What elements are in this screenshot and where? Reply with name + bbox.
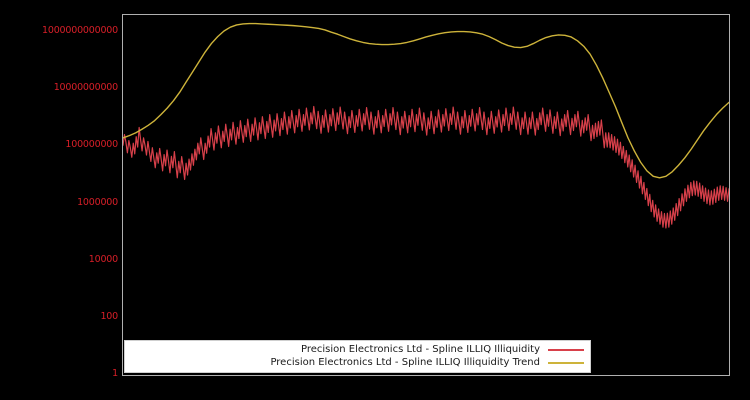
legend-label-illiquidity: Precision Electronics Ltd - Spline ILLIQ…: [300, 344, 540, 355]
legend-entry-illiquidity-trend: Precision Electronics Ltd - Spline ILLIQ…: [131, 356, 584, 369]
y-tick-label: 1000000000000: [42, 25, 118, 37]
plot-area: [122, 14, 730, 376]
legend-label-illiquidity-trend: Precision Electronics Ltd - Spline ILLIQ…: [270, 357, 540, 368]
y-tick-label: 10000: [88, 253, 118, 265]
y-tick-label: 100: [100, 310, 118, 322]
series-line-illiquidity-trend: [123, 22, 729, 179]
y-tick-label: 1: [112, 368, 118, 379]
legend-entry-illiquidity: Precision Electronics Ltd - Spline ILLIQ…: [131, 343, 584, 356]
y-tick-label: 10000000000: [53, 82, 118, 94]
y-axis: 1000000000000 10000000000 100000000 1000000…: [0, 0, 118, 400]
plot-canvas: [123, 22, 729, 229]
legend-swatch-illiquidity: [548, 344, 584, 355]
legend-swatch-trend: [548, 357, 584, 368]
series-line-illiquidity: [123, 105, 729, 229]
chart-legend: Precision Electronics Ltd - Spline ILLIQ…: [124, 340, 591, 373]
y-tick-label: 1000000: [77, 196, 118, 208]
y-tick-label: 100000000: [65, 139, 118, 151]
